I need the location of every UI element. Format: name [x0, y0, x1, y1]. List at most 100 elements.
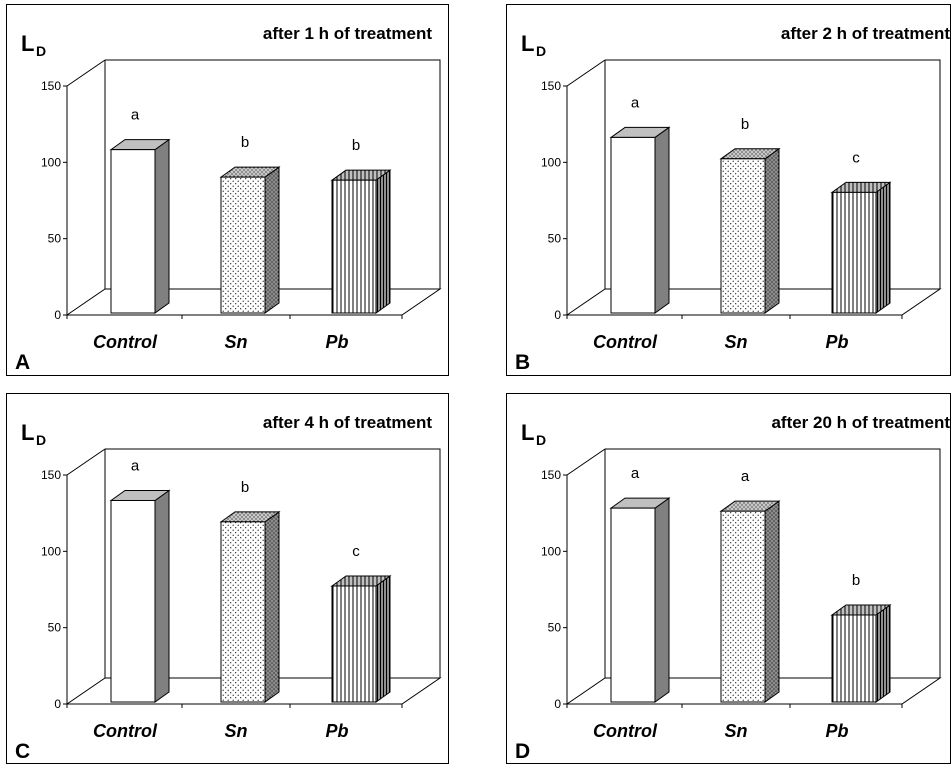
bar-control: [609, 497, 671, 703]
y-axis-label-subscript: D: [36, 432, 46, 448]
y-tick-label: 100: [41, 544, 61, 558]
y-tick-label: 50: [548, 232, 562, 246]
chart-title: after 20 h of treatment: [771, 413, 950, 432]
significance-label: b: [852, 572, 860, 589]
significance-label: c: [852, 149, 860, 166]
back-wall: [105, 59, 441, 289]
bar-side: [875, 604, 891, 703]
bar-side: [764, 500, 780, 703]
back-wall: [605, 59, 941, 289]
chart-title: after 2 h of treatment: [781, 24, 950, 43]
y-tick-label: 0: [554, 697, 561, 711]
back-wall: [105, 448, 441, 678]
bar-sn: [219, 510, 281, 703]
bar-pb: [330, 575, 392, 703]
bar-pb: [330, 169, 392, 314]
y-axis-label-subscript: D: [536, 432, 546, 448]
bar-side: [654, 497, 670, 703]
x-category-label: Control: [93, 332, 158, 352]
chart-title: after 1 h of treatment: [263, 24, 432, 43]
bar-side: [875, 181, 891, 314]
bar-side: [154, 489, 170, 703]
y-tick-label: 150: [41, 468, 61, 482]
x-category-label: Control: [593, 332, 658, 352]
bar-pb: [830, 604, 892, 703]
y-axis-label-subscript: D: [536, 43, 546, 59]
bar-front: [720, 510, 766, 703]
bar-side: [264, 510, 280, 703]
bar-sn: [719, 147, 781, 314]
y-tick-label: 150: [41, 79, 61, 93]
panel-letter: A: [15, 351, 30, 374]
panel-letter: C: [15, 740, 30, 763]
significance-label: b: [741, 116, 749, 133]
x-category-label: Pb: [325, 332, 348, 352]
bar-front: [831, 614, 877, 703]
chart-panel-a: 0 50 100 150 a Control b Sn b Pb after 1 h of trea…: [6, 4, 449, 376]
side-wall-top: [66, 448, 106, 476]
bar-side: [375, 575, 391, 703]
y-axis-label-subscript: D: [36, 43, 46, 59]
side-wall-top: [566, 448, 606, 476]
bar-front: [110, 499, 156, 703]
chart-svg: 0 50 100 150 a Control b Sn c Pb after 4 h of trea…: [15, 413, 442, 763]
panel-letter: D: [515, 740, 530, 763]
x-category-label: Pb: [825, 721, 848, 741]
x-category-label: Control: [593, 721, 658, 741]
bar-front: [610, 136, 656, 314]
bar-control: [609, 126, 671, 314]
y-tick-label: 150: [541, 79, 561, 93]
bar-side: [375, 169, 391, 314]
x-category-label: Sn: [224, 332, 247, 352]
y-axis-label: L: [21, 31, 34, 56]
bar-front: [331, 179, 377, 314]
y-tick-label: 100: [541, 544, 561, 558]
y-tick-label: 150: [541, 468, 561, 482]
bar-front: [331, 585, 377, 703]
bar-side: [764, 147, 780, 314]
y-tick-label: 0: [554, 308, 561, 322]
significance-label: a: [631, 465, 640, 482]
bar-front: [720, 158, 766, 314]
x-category-label: Sn: [224, 721, 247, 741]
chart-panel-d: 0 50 100 150 a Control a Sn b Pb after 20 h of tre…: [506, 393, 951, 764]
bar-front: [610, 507, 656, 703]
bar-front: [831, 191, 877, 314]
x-category-label: Pb: [825, 332, 848, 352]
significance-label: b: [352, 137, 360, 154]
back-wall: [605, 448, 941, 678]
y-tick-label: 50: [48, 621, 62, 635]
bar-front: [110, 149, 156, 314]
bar-pb: [830, 181, 892, 314]
chart-svg: 0 50 100 150 a Control b Sn c Pb after 2 h of trea…: [515, 24, 950, 374]
bar-sn: [219, 166, 281, 314]
chart-svg: 0 50 100 150 a Control a Sn b Pb after 20 h of tre…: [515, 413, 950, 763]
chart-panel-c: 0 50 100 150 a Control b Sn c Pb after 4 h of trea…: [6, 393, 449, 764]
bar-control: [109, 138, 171, 314]
significance-label: c: [352, 543, 360, 560]
significance-label: a: [631, 94, 640, 111]
side-wall-top: [566, 59, 606, 87]
significance-label: a: [131, 457, 140, 474]
y-tick-label: 50: [548, 621, 562, 635]
x-category-label: Sn: [724, 721, 747, 741]
y-tick-label: 100: [541, 155, 561, 169]
side-wall-top: [66, 59, 106, 87]
bar-front: [220, 176, 266, 314]
panel-letter: B: [515, 351, 530, 374]
y-tick-label: 100: [41, 155, 61, 169]
chart-title: after 4 h of treatment: [263, 413, 432, 432]
bar-side: [154, 138, 170, 314]
bar-front: [220, 521, 266, 703]
significance-label: b: [241, 479, 249, 496]
y-tick-label: 50: [48, 232, 62, 246]
significance-label: b: [241, 134, 249, 151]
bar-control: [109, 489, 171, 703]
x-category-label: Sn: [724, 332, 747, 352]
x-category-label: Control: [93, 721, 158, 741]
bar-side: [264, 166, 280, 314]
bar-side: [654, 126, 670, 314]
significance-label: a: [741, 468, 750, 485]
y-tick-label: 0: [54, 697, 61, 711]
bar-sn: [719, 500, 781, 703]
